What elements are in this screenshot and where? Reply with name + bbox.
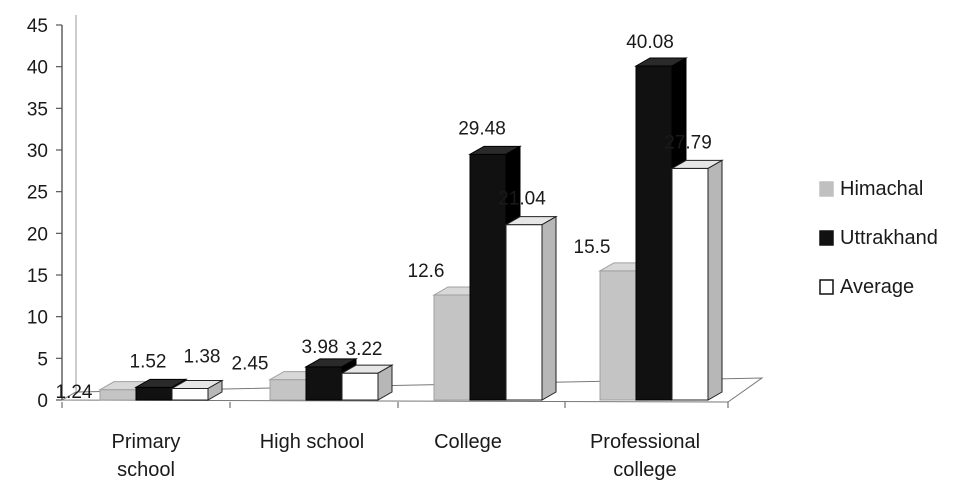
y-tick-label: 5 [37,349,48,370]
data-label-himachal-high-school: 2.45 [232,354,269,375]
bar-average-high-school [340,364,394,401]
y-tick-label: 35 [27,99,48,120]
bar-front-face [505,224,543,401]
data-label-uttrakhand-college: 29.48 [458,118,506,139]
data-label-himachal-professional-college: 15.5 [574,237,611,258]
legend: Himachal Uttrakhand Average [819,178,938,298]
y-tick-label: 40 [27,58,48,79]
y-tick-label: 0 [37,391,48,412]
bar-front-face [269,379,307,401]
legend-swatch [819,230,834,246]
y-tick-label: 25 [27,183,48,204]
legend-item-uttrakhand: Uttrakhand [819,227,938,249]
data-label-uttrakhand-professional-college: 40.08 [626,32,674,53]
y-tick-label: 45 [27,16,48,37]
y-tick-label: 15 [27,266,48,287]
x-category-label-professional-college: Professional college [590,431,700,481]
bar-average-primary-school [170,379,224,401]
data-label-himachal-college: 12.6 [408,261,445,282]
bar-average-professional-college [670,159,724,401]
legend-label: Himachal [840,178,923,200]
bar-average-college [504,215,558,401]
data-labels: 1.24 2.45 12.6 15.5 1.52 3.98 29.48 40.08 1.38 3.… [56,32,712,403]
bar-front-face [433,294,471,401]
bar-front-face [171,388,209,401]
bars [98,57,724,401]
y-tick-label: 20 [27,224,48,245]
x-category-label-primary-school: Primary school [112,431,181,481]
y-tick-label: 30 [27,141,48,162]
x-category-label-college: College [434,431,502,453]
bar-side-face [377,364,393,401]
data-label-uttrakhand-high-school: 3.98 [302,337,339,358]
bar-front-face [99,389,137,401]
legend-swatch [819,279,834,295]
data-label-average-college: 21.04 [498,189,546,210]
legend-item-himachal: Himachal [819,178,923,200]
bar-front-face [341,372,379,401]
y-tick-label: 10 [27,308,48,329]
bar-front-face [599,270,637,401]
bar-front-face [135,386,173,401]
legend-item-average: Average [819,276,914,298]
bar-front-face [671,167,709,401]
bar-side-face [207,379,223,401]
data-label-average-high-school: 3.22 [346,339,383,360]
data-label-average-professional-college: 27.79 [664,132,712,153]
chart-floor [60,377,764,403]
axes: 0 5 10 15 20 25 30 35 40 45 Primary school High scho… [27,15,764,481]
bar-side-face [707,159,723,401]
bar-side-face [541,215,557,401]
legend-swatch [819,181,834,197]
data-label-average-primary-school: 1.38 [184,347,221,368]
legend-label: Uttrakhand [840,227,938,249]
data-label-himachal-primary-school: 1.24 [56,382,93,403]
bar-front-face [635,65,673,401]
bar-front-face [305,366,343,401]
data-label-uttrakhand-primary-school: 1.52 [130,351,167,372]
legend-label: Average [840,276,914,298]
x-category-label-high-school: High school [260,431,365,453]
